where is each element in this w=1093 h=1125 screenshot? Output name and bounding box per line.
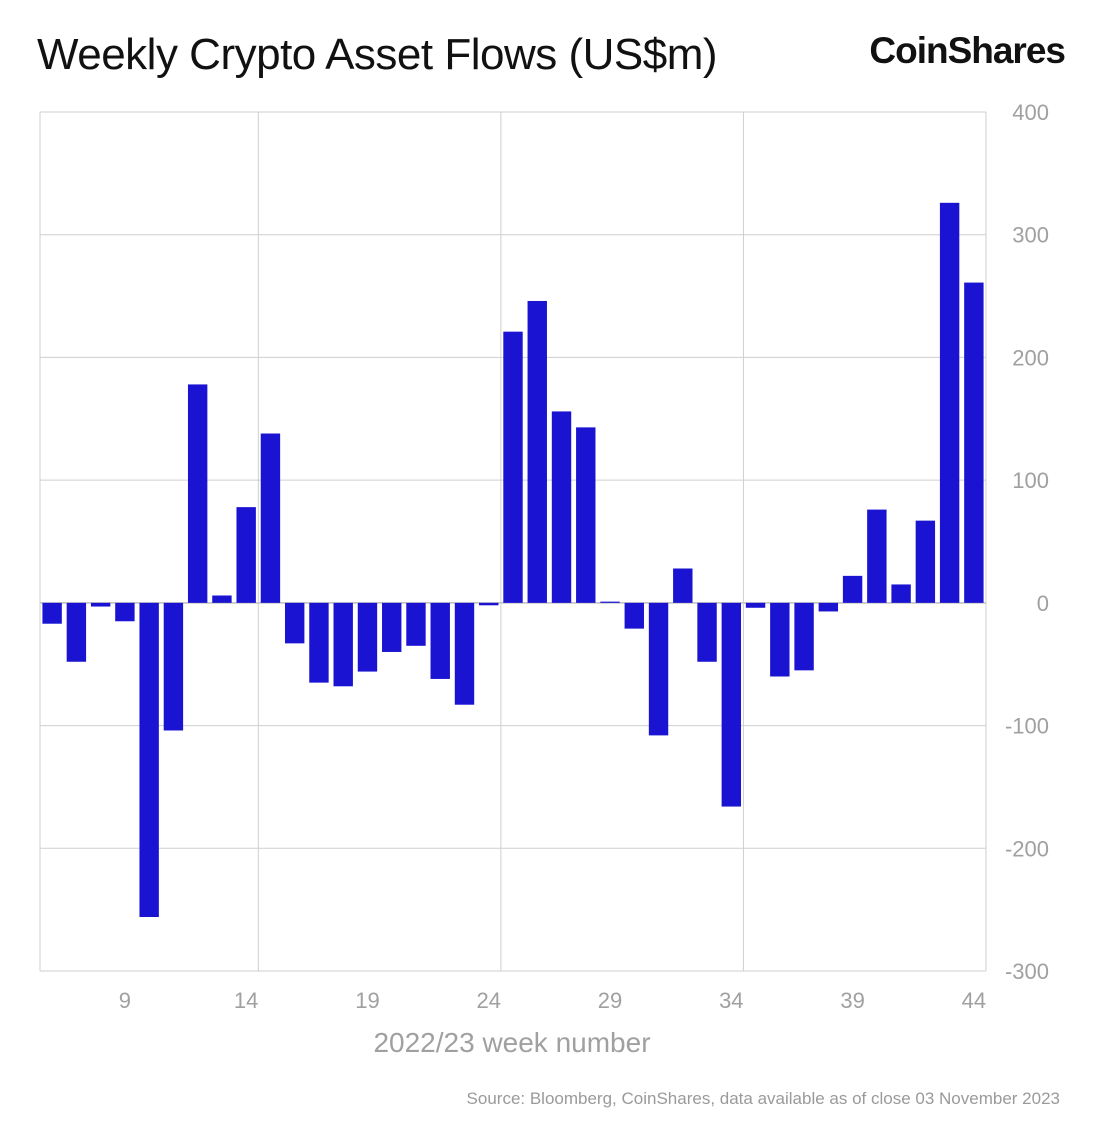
- bar-week-33: [697, 602, 717, 662]
- bar-week-21: [406, 602, 426, 646]
- bar-week-40: [867, 509, 887, 603]
- y-tick-label: 300: [1012, 223, 1049, 248]
- bar-week-35: [745, 602, 766, 608]
- x-axis-label: 2022/23 week number: [373, 1027, 650, 1058]
- bar-week-30: [624, 602, 644, 629]
- bar-week-39: [842, 575, 863, 603]
- x-tick-label: 39: [840, 988, 864, 1013]
- bar-week-16: [284, 602, 305, 644]
- bar-week-26: [527, 300, 547, 603]
- y-tick-label: -100: [1005, 714, 1049, 739]
- brand-logo: CoinShares: [869, 30, 1066, 71]
- bar-week-36: [770, 602, 790, 677]
- bar-week-15: [260, 433, 281, 603]
- y-tick-label: 100: [1012, 468, 1049, 493]
- bar-week-31: [648, 602, 669, 736]
- bar-week-42: [915, 520, 936, 603]
- bar-week-17: [309, 602, 329, 683]
- x-tick-label: 24: [477, 988, 501, 1013]
- source-note: Source: Bloomberg, CoinShares, data avai…: [466, 1089, 1060, 1108]
- y-tick-label: 0: [1037, 591, 1049, 616]
- x-axis-ticks: 9 14 19 24 29 34 39 44: [119, 988, 986, 1013]
- bar-week-20: [382, 602, 402, 652]
- bar-week-7: [66, 602, 87, 662]
- bar-week-27: [551, 411, 572, 603]
- bar-week-23: [454, 602, 475, 705]
- bar-week-9: [115, 602, 135, 622]
- bar-week-29: [600, 601, 620, 603]
- x-tick-label: 29: [598, 988, 622, 1013]
- bar-week-19: [357, 602, 378, 672]
- bars: [42, 202, 984, 918]
- y-axis-ticks: 400 300 200 100 0 -100 -200 -300: [1005, 100, 1049, 984]
- bar-week-14: [236, 507, 256, 603]
- bar-week-43: [939, 202, 960, 603]
- y-tick-label: 200: [1012, 345, 1049, 370]
- x-tick-label: 19: [355, 988, 379, 1013]
- x-tick-label: 34: [719, 988, 743, 1013]
- x-tick-label: 44: [962, 988, 986, 1013]
- bar-week-8: [90, 602, 111, 607]
- bar-week-22: [430, 602, 450, 679]
- bar-week-12: [187, 384, 208, 603]
- bar-week-28: [576, 427, 596, 603]
- bar-week-18: [333, 602, 353, 687]
- y-tick-label: -200: [1005, 836, 1049, 861]
- bar-week-13: [212, 595, 232, 603]
- bar-week-25: [503, 331, 523, 603]
- bar-week-6: [42, 602, 62, 624]
- bar-week-24: [479, 602, 499, 606]
- bar-week-38: [818, 602, 839, 612]
- y-tick-label: -300: [1005, 959, 1049, 984]
- x-tick-label: 9: [119, 988, 131, 1013]
- bar-week-41: [891, 584, 911, 603]
- y-tick-label: 400: [1012, 100, 1049, 125]
- bar-week-11: [163, 602, 184, 731]
- bar-week-34: [721, 602, 742, 807]
- bar-week-32: [673, 568, 693, 603]
- bar-week-10: [139, 602, 159, 918]
- bar-week-37: [794, 602, 814, 671]
- bar-week-44: [964, 282, 984, 603]
- x-tick-label: 14: [234, 988, 258, 1013]
- chart-title: Weekly Crypto Asset Flows (US$m): [37, 30, 718, 79]
